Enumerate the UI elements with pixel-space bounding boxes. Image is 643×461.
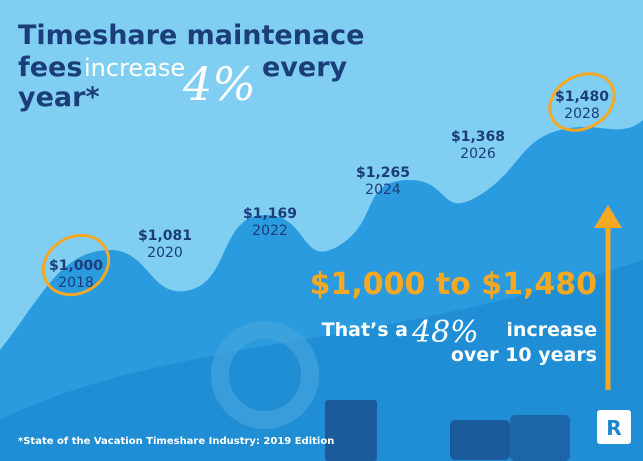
- title-fees: fees: [18, 52, 82, 83]
- subline-pct: 48%: [411, 315, 479, 350]
- point-value: $1,368: [451, 129, 505, 145]
- passport: [325, 400, 377, 461]
- point-value: $1,169: [243, 206, 297, 222]
- logo-box: [597, 410, 631, 444]
- title-every: every: [262, 52, 348, 83]
- point-year: 2028: [564, 106, 600, 122]
- title-pct: 4%: [182, 57, 256, 111]
- title-increase: increase: [84, 54, 185, 82]
- logo: R: [606, 416, 621, 440]
- subline-c: over 10 years: [451, 344, 597, 366]
- point-value: $1,265: [356, 165, 410, 181]
- subline-a: That’s a: [322, 319, 408, 341]
- wallet: [510, 415, 570, 461]
- title-year: year*: [18, 82, 100, 113]
- life-ring: [211, 321, 319, 429]
- point-value: $1,000: [49, 258, 103, 274]
- highlight-circle: [548, 72, 616, 132]
- wave-shade: [0, 260, 643, 461]
- subline-b: increase: [506, 319, 597, 341]
- footnote: *State of the Vacation Timeshare Industr…: [18, 436, 334, 447]
- point-year: 2020: [147, 245, 183, 261]
- headline: $1,000 to $1,480: [310, 267, 597, 302]
- highlight-circle: [41, 233, 111, 297]
- point-year: 2026: [460, 146, 496, 162]
- point-year: 2022: [252, 223, 288, 239]
- arrow-head: [594, 205, 622, 228]
- point-year: 2018: [58, 275, 94, 291]
- point-value: $1,081: [138, 228, 192, 244]
- camera: [450, 420, 510, 460]
- point-value: $1,480: [555, 89, 609, 105]
- point-year: 2024: [365, 182, 401, 198]
- title-line1: Timeshare maintenace: [18, 20, 364, 51]
